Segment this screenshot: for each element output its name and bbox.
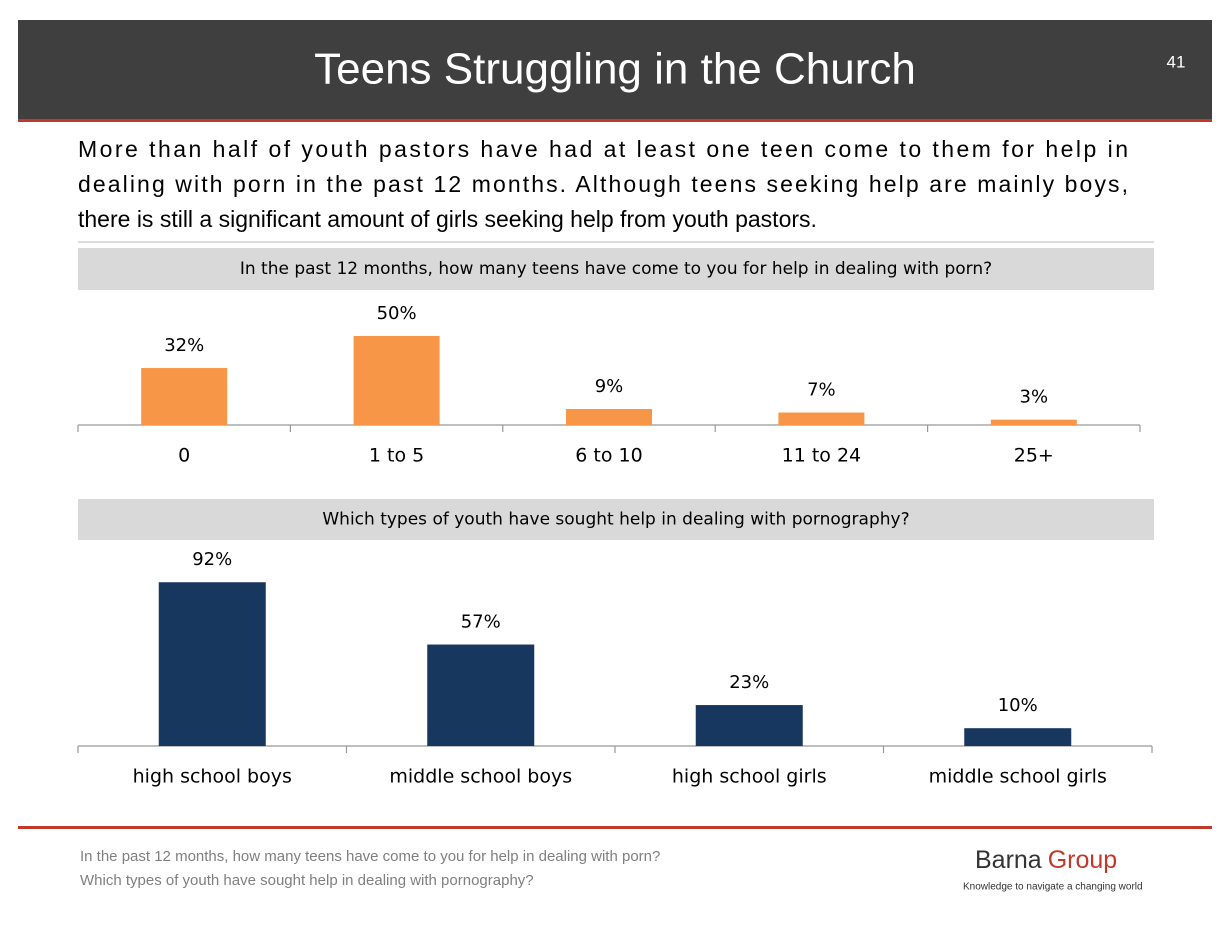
footer-line: In the past 12 months, how many teens ha… bbox=[80, 848, 660, 865]
chart-title: In the past 12 months, how many teens ha… bbox=[240, 259, 992, 279]
logo-first: Barna bbox=[975, 846, 1042, 874]
header-rule bbox=[18, 119, 1212, 122]
bar bbox=[427, 644, 535, 746]
bar bbox=[964, 728, 1072, 746]
value-label: 9% bbox=[595, 376, 624, 397]
slide-title: Teens Struggling in the Church bbox=[314, 45, 916, 94]
header-band bbox=[18, 20, 1212, 120]
x-tick-label: middle school girls bbox=[929, 766, 1107, 788]
value-label: 3% bbox=[1020, 387, 1049, 408]
footer-rule bbox=[18, 826, 1212, 829]
value-label: 32% bbox=[164, 335, 204, 356]
value-label: 57% bbox=[461, 612, 501, 633]
x-tick-label: 11 to 24 bbox=[782, 445, 862, 467]
page-number: 41 bbox=[1167, 52, 1186, 71]
bar bbox=[695, 705, 803, 746]
question-band bbox=[78, 248, 1154, 290]
footer-line: Which types of youth have sought help in… bbox=[80, 872, 534, 889]
bar bbox=[566, 408, 652, 425]
x-tick-label: 25+ bbox=[1014, 445, 1054, 467]
x-tick-label: 1 to 5 bbox=[369, 445, 424, 467]
intro-line: More than half of youth pastors have had… bbox=[78, 136, 1128, 162]
x-tick-label: middle school boys bbox=[389, 766, 572, 788]
logo: Barna Group bbox=[975, 846, 1117, 874]
intro-line: there is still a significant amount of g… bbox=[78, 206, 817, 232]
bar bbox=[778, 412, 865, 425]
bar bbox=[353, 336, 440, 425]
x-tick-label: high school boys bbox=[133, 766, 292, 788]
tagline: Knowledge to navigate a changing world bbox=[963, 882, 1143, 893]
value-label: 10% bbox=[998, 695, 1038, 716]
value-label: 7% bbox=[807, 380, 836, 401]
x-tick-label: 0 bbox=[178, 445, 190, 467]
bar bbox=[158, 582, 266, 746]
question-band bbox=[78, 499, 1154, 540]
x-tick-label: high school girls bbox=[672, 766, 827, 788]
bar bbox=[990, 419, 1077, 425]
value-label: 23% bbox=[729, 672, 769, 693]
value-label: 92% bbox=[192, 549, 232, 570]
bar bbox=[141, 368, 228, 425]
x-tick-label: 6 to 10 bbox=[575, 445, 642, 467]
intro-line: dealing with porn in the past 12 months.… bbox=[78, 171, 1128, 197]
value-label: 50% bbox=[377, 303, 417, 324]
chart-title: Which types of youth have sought help in… bbox=[322, 510, 909, 530]
logo-second: Group bbox=[1048, 846, 1117, 874]
